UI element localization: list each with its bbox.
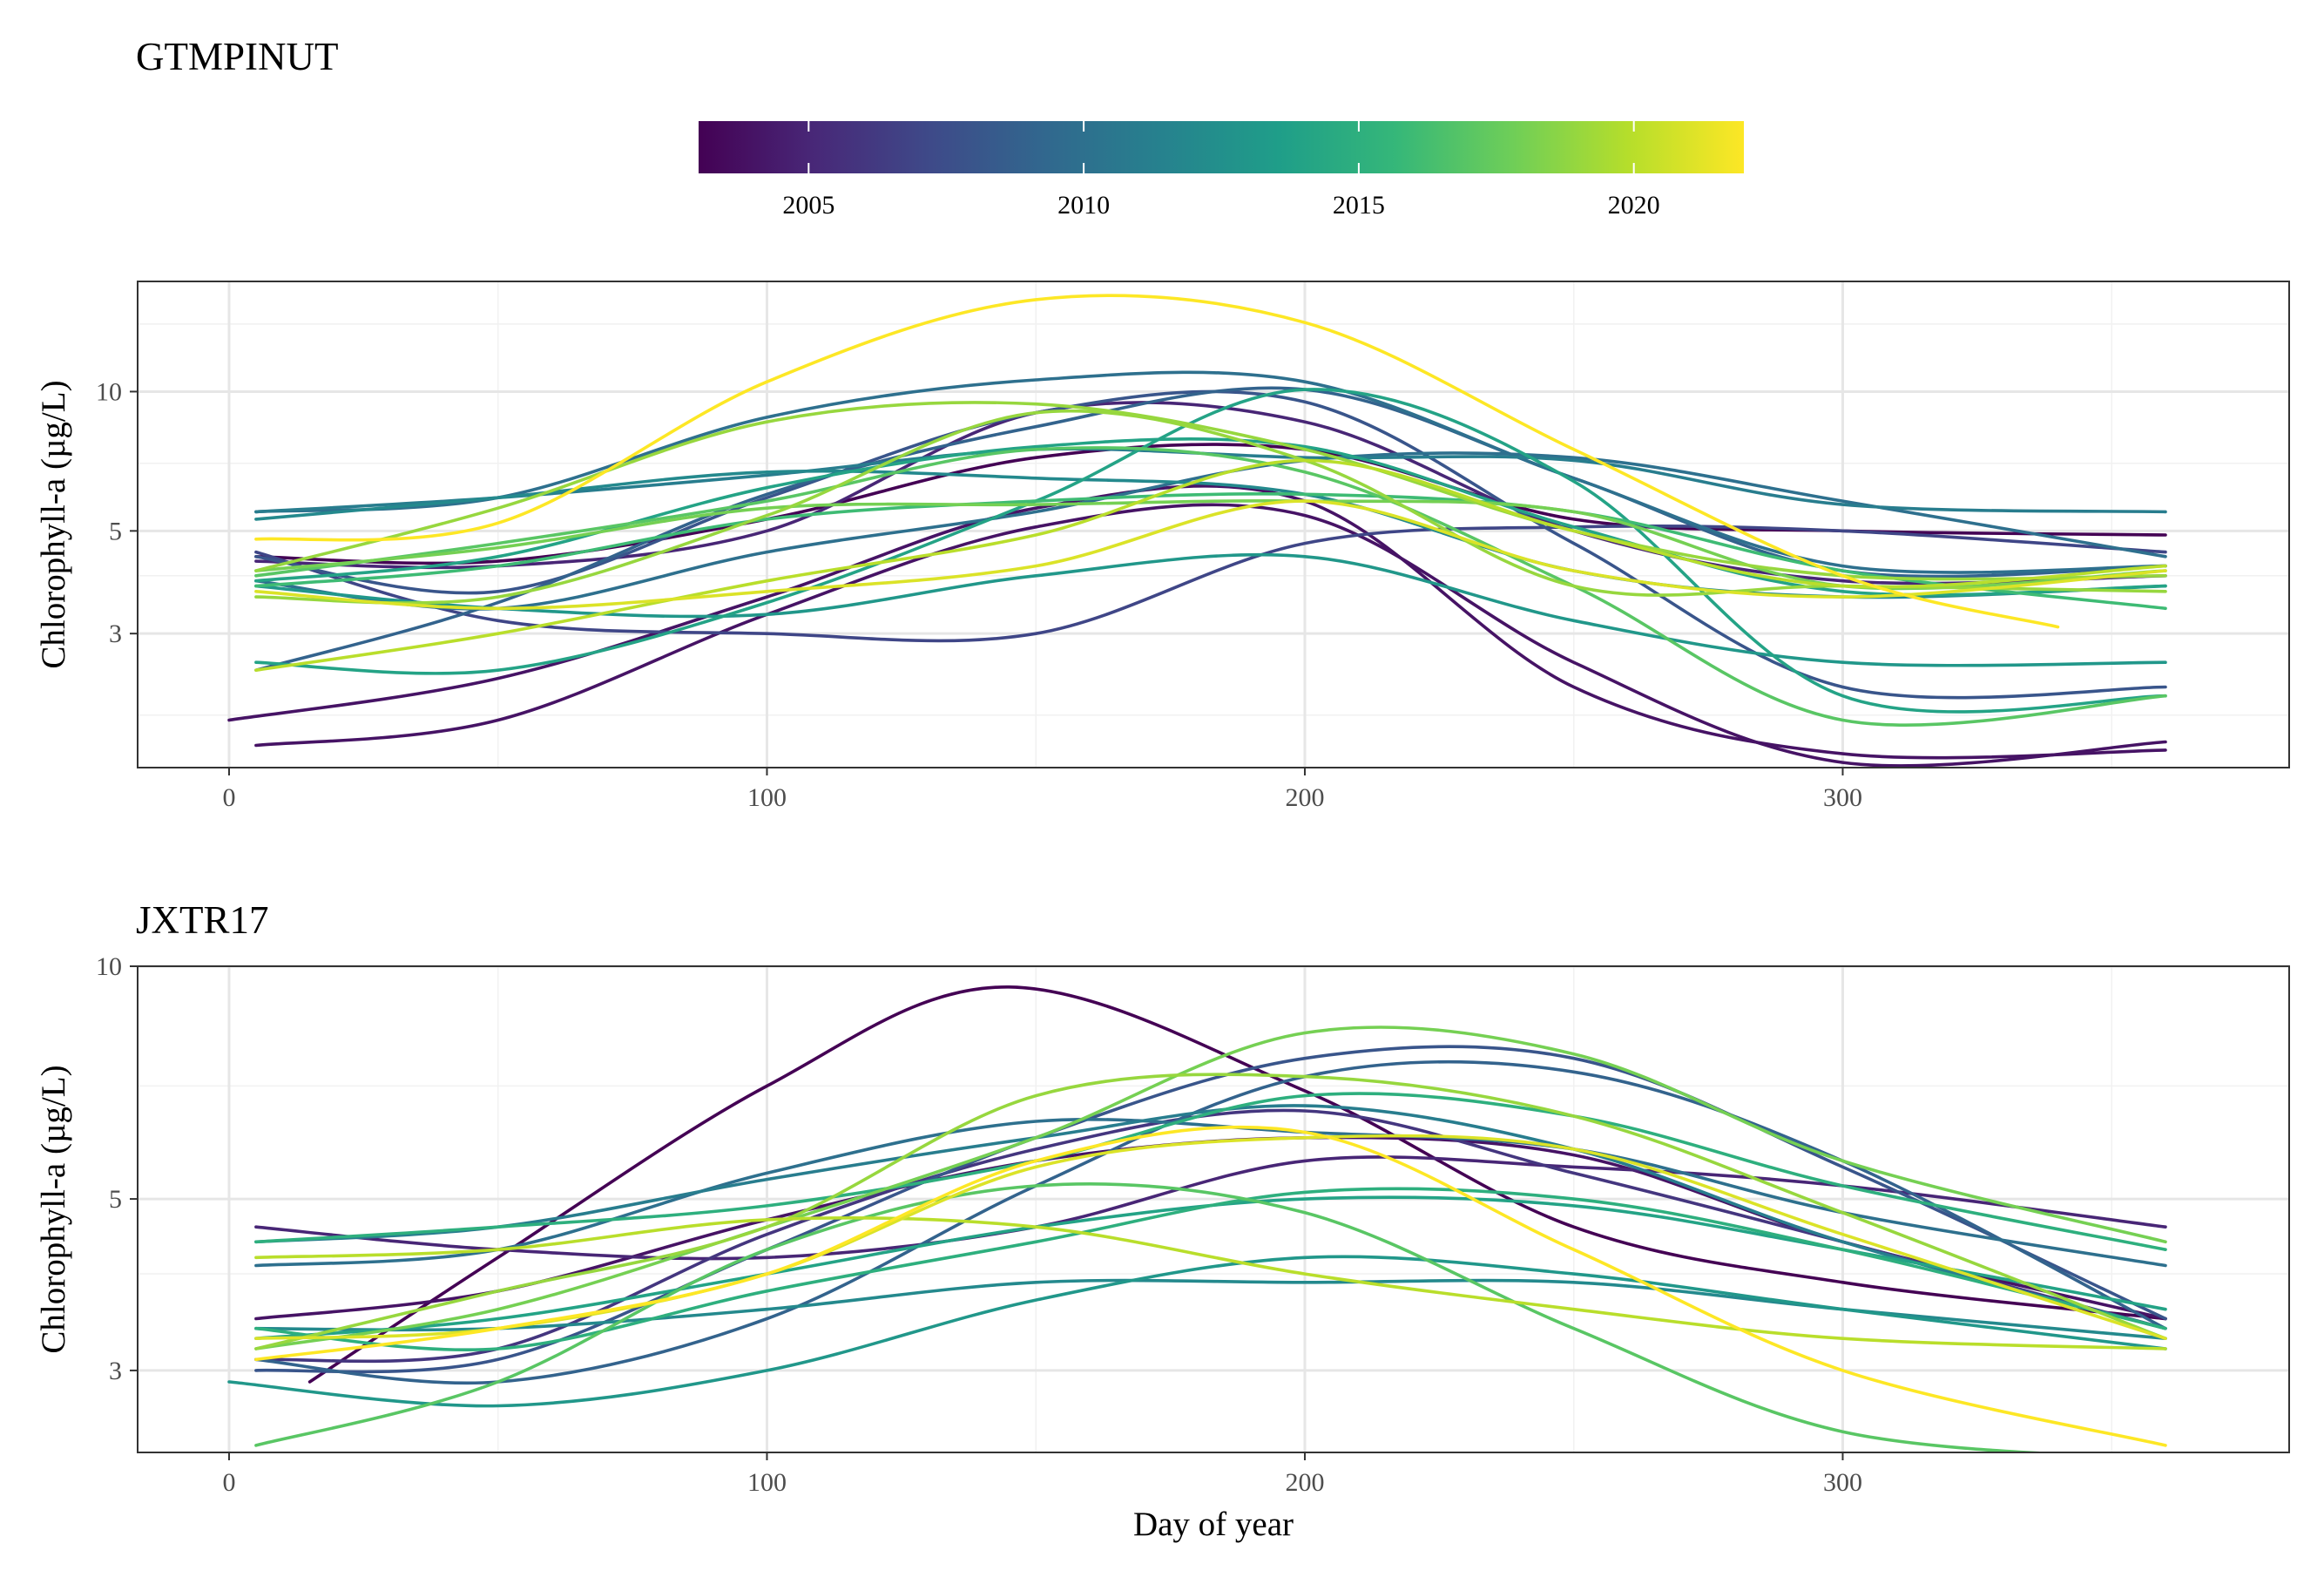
series-line	[254, 552, 2167, 667]
colorbar-tick-label: 2015	[1333, 191, 1385, 220]
colorbar-legend: 2005 2010 2015 2020	[699, 121, 1744, 220]
x-tick-label: 0	[222, 1468, 235, 1497]
x-tick-label: 100	[747, 1468, 787, 1497]
series-line	[254, 401, 2167, 581]
panel-title-gtmpinut: GTMPINUT	[136, 35, 339, 78]
series-line	[254, 1073, 2167, 1350]
series-line	[254, 370, 2167, 574]
series-line	[254, 492, 2167, 611]
colorbar-ticks: 2005 2010 2015 2020	[782, 121, 1660, 220]
y-tick-label: 10	[96, 952, 122, 981]
series-line	[254, 401, 2167, 586]
series-line	[227, 484, 2167, 760]
x-tick-label: 300	[1823, 1468, 1862, 1497]
series-line	[254, 294, 2060, 629]
x-tick-label: 300	[1823, 783, 1862, 812]
y-tick-label: 5	[109, 1185, 122, 1214]
series-line	[254, 1104, 2167, 1330]
x-tick-label: 100	[747, 783, 787, 812]
series-group	[227, 985, 2167, 1452]
series-line	[254, 1026, 2167, 1350]
colorbar-tick-label: 2010	[1057, 191, 1110, 220]
series-line	[254, 451, 2167, 611]
colorbar-gradient	[699, 121, 1744, 173]
colorbar-tick-label: 2005	[782, 191, 834, 220]
x-axis-title: Day of year	[1133, 1506, 1294, 1543]
series-line	[254, 1182, 2056, 1452]
plot-background	[138, 281, 2289, 768]
series-line	[254, 1125, 2167, 1447]
y-tick-label: 3	[109, 1357, 122, 1385]
plot-background	[138, 966, 2289, 1452]
series-line	[254, 503, 2167, 768]
y-tick-label: 10	[96, 377, 122, 406]
series-line	[254, 1092, 2167, 1251]
panel-title-jxtr17: JXTR17	[136, 898, 269, 942]
series-line	[254, 458, 2167, 672]
x-tick-label: 0	[222, 783, 235, 812]
series-line	[254, 1187, 2167, 1352]
colorbar-tick-label: 2020	[1608, 191, 1660, 220]
series-line	[254, 1216, 2167, 1350]
y-tick-label: 5	[109, 517, 122, 545]
series-line	[227, 1255, 2167, 1408]
y-tick-label: 3	[109, 619, 122, 648]
series-line	[254, 437, 2167, 597]
series-group	[227, 294, 2167, 768]
series-line	[254, 388, 2167, 714]
y-axis-title-bottom: Chlorophyll-a (µg/L)	[35, 1065, 72, 1353]
y-axis-title-top: Chlorophyll-a (µg/L)	[35, 380, 72, 668]
plot-border	[137, 965, 2290, 1453]
series-line	[254, 446, 2167, 727]
x-tick-label: 200	[1285, 783, 1324, 812]
series-line	[254, 499, 2167, 611]
plot-border	[137, 281, 2290, 768]
x-tick-label: 200	[1285, 1468, 1324, 1497]
